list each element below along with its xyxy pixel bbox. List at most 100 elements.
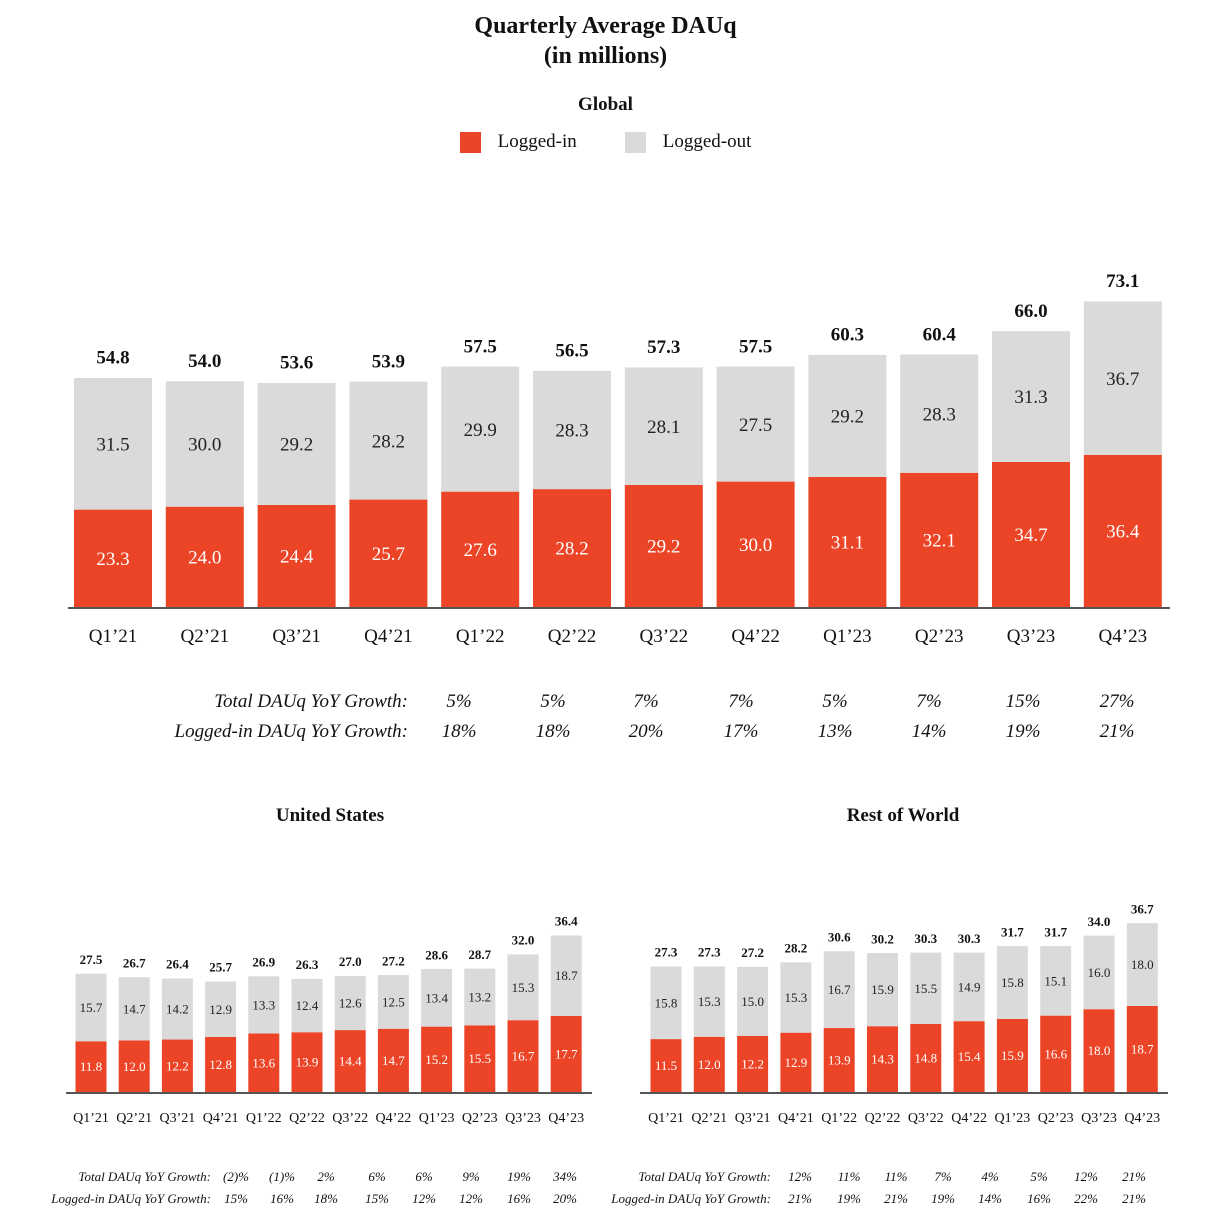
- row-panel-title: Rest of World: [846, 805, 960, 826]
- chart-title: Quarterly Average DAUq: [474, 13, 737, 39]
- total-label-q1-22: 26.9: [252, 955, 275, 970]
- data-label-logged-out-q4-22: 27.5: [739, 415, 772, 436]
- bar-logged-out-q3-22: [910, 952, 942, 1024]
- bar-logged-out-q4-22: [377, 975, 409, 1029]
- data-label-logged-in-q1-21: 11.8: [80, 1059, 102, 1074]
- x-tick-label-q3-21: Q3’21: [160, 1111, 196, 1126]
- data-label-logged-out-q2-22: 12.4: [296, 998, 319, 1013]
- data-label-logged-out-q2-23: 28.3: [923, 404, 956, 425]
- total-label-q2-22: 56.5: [555, 341, 588, 362]
- data-label-logged-in-q3-21: 12.2: [166, 1058, 189, 1073]
- total-label-q1-21: 27.3: [655, 945, 678, 960]
- total-label-q4-21: 25.7: [209, 960, 232, 975]
- total-label-q4-21: 53.9: [372, 351, 405, 372]
- total-label-q1-23: 31.7: [1001, 924, 1024, 939]
- data-label-logged-out-q4-22: 14.9: [958, 979, 981, 994]
- total-label-q1-23: 28.6: [425, 947, 448, 962]
- legend-item-logged-in: Logged-in: [459, 131, 577, 153]
- bar-logged-out-q3-22: [624, 367, 703, 485]
- bar-logged-in-q4-22: [716, 481, 795, 607]
- bar-logged-out-q3-21: [257, 382, 336, 506]
- bar-logged-out-q1-21: [650, 966, 682, 1040]
- bar-logged-out-q2-23: [464, 968, 496, 1026]
- x-tick-label-q4-21: Q4’21: [203, 1111, 239, 1126]
- logged-out-swatch: [624, 131, 646, 153]
- bar-logged-out-q4-23: [1126, 923, 1158, 1006]
- data-label-logged-out-q2-21: 14.7: [123, 1001, 146, 1016]
- data-label-logged-in-q3-22: 14.4: [339, 1054, 362, 1069]
- total-label-q3-22: 57.3: [647, 337, 680, 358]
- data-label-logged-in-q2-23: 16.6: [1044, 1046, 1067, 1061]
- bar-logged-in-q1-21: [75, 1041, 107, 1092]
- data-label-logged-in-q1-22: 27.6: [464, 540, 497, 561]
- data-label-logged-out-q1-21: 31.5: [96, 434, 129, 455]
- x-tick-label-q3-23: Q3’23: [505, 1111, 541, 1126]
- data-label-logged-in-q3-22: 29.2: [647, 537, 680, 558]
- bar-logged-in-q1-22: [248, 1033, 280, 1092]
- data-label-logged-out-q2-22: 28.3: [555, 421, 588, 442]
- bar-logged-in-q2-21: [693, 1036, 725, 1092]
- bar-logged-in-q2-22: [533, 489, 611, 607]
- data-label-logged-in-q4-23: 17.7: [555, 1046, 578, 1061]
- x-tick-label-q4-22: Q4’22: [731, 626, 780, 647]
- bar-logged-out-q1-21: [75, 973, 107, 1042]
- data-label-logged-out-q1-23: 13.4: [425, 990, 448, 1005]
- data-label-logged-out-q2-22: 15.9: [871, 982, 894, 997]
- data-label-logged-in-q4-23: 18.7: [1131, 1042, 1154, 1057]
- bar-logged-in-q3-21: [161, 1039, 193, 1092]
- bar-logged-out-q3-21: [737, 966, 769, 1036]
- data-label-logged-out-q3-23: 31.3: [1014, 387, 1047, 408]
- legend-label-logged-out: Logged-out: [662, 131, 752, 152]
- data-label-logged-in-q2-21: 12.0: [698, 1057, 721, 1072]
- data-label-logged-in-q1-23: 15.9: [1001, 1048, 1024, 1063]
- x-tick-label-q3-22: Q3’22: [640, 626, 689, 647]
- total-label-q2-21: 54.0: [188, 351, 221, 372]
- data-label-logged-out-q4-21: 15.3: [785, 990, 808, 1005]
- bar-logged-in-q3-21: [737, 1035, 769, 1092]
- data-label-logged-in-q1-23: 31.1: [831, 533, 864, 554]
- legend-label-logged-in: Logged-in: [497, 131, 577, 152]
- global-stacked-bar-chart: 23.3 31.5 54.8 Q1’21 24.0 30.0 54.0 Q2’21 24.4 29…: [68, 271, 1170, 647]
- total-label-q3-21: 27.2: [741, 945, 764, 960]
- data-label-logged-in-q1-22: 13.9: [828, 1053, 851, 1068]
- data-label-logged-out-q3-21: 14.2: [166, 1002, 189, 1017]
- bar-logged-out-q2-22: [291, 978, 323, 1033]
- data-label-logged-out-q3-23: 15.3: [512, 980, 535, 995]
- bar-logged-out-q2-22: [867, 953, 898, 1027]
- x-tick-label-q3-23: Q3’23: [1007, 626, 1056, 647]
- bar-logged-out-q4-21: [349, 381, 428, 500]
- x-tick-label-q2-22: Q2’22: [548, 626, 597, 647]
- bar-logged-in-q4-21: [349, 499, 428, 607]
- bar-logged-out-q1-23: [808, 354, 887, 478]
- data-label-logged-out-q4-21: 12.9: [209, 1002, 232, 1017]
- data-label-logged-out-q1-21: 15.7: [80, 1000, 103, 1015]
- data-label-logged-in-q2-23: 32.1: [923, 531, 956, 552]
- bar-logged-in-q1-23: [808, 477, 887, 607]
- data-label-logged-out-q1-22: 29.9: [464, 420, 497, 441]
- bar-logged-out-q2-21: [693, 966, 725, 1037]
- bar-logged-in-q4-21: [205, 1036, 237, 1092]
- bar-logged-in-q2-23: [900, 472, 979, 607]
- bar-logged-in-q2-22: [867, 1026, 898, 1092]
- bar-logged-in-q2-21: [118, 1040, 150, 1092]
- x-tick-label-q3-21: Q3’21: [735, 1111, 771, 1126]
- x-tick-label-q4-22: Q4’22: [376, 1111, 412, 1126]
- data-label-logged-out-q3-21: 29.2: [280, 435, 313, 456]
- total-label-q2-22: 30.2: [871, 931, 894, 946]
- bar-logged-out-q3-21: [161, 978, 193, 1040]
- total-label-q1-21: 27.5: [80, 952, 103, 967]
- bar-logged-out-q3-22: [334, 975, 366, 1031]
- total-label-q1-23: 60.3: [831, 325, 864, 346]
- total-label-q1-21: 54.8: [96, 348, 129, 369]
- x-tick-label-q1-23: Q1’23: [823, 626, 872, 647]
- data-label-logged-in-q4-21: 12.9: [785, 1055, 808, 1070]
- data-label-logged-in-q4-22: 14.7: [382, 1053, 405, 1068]
- data-label-logged-out-q1-23: 15.8: [1001, 975, 1024, 990]
- bar-logged-out-q4-21: [205, 981, 237, 1037]
- bar-logged-in-q1-23: [996, 1018, 1028, 1092]
- x-tick-label-q4-23: Q4’23: [548, 1111, 584, 1126]
- x-tick-label-q2-23: Q2’23: [915, 626, 964, 647]
- data-label-logged-in-q2-23: 15.5: [468, 1051, 491, 1066]
- data-label-logged-out-q3-23: 16.0: [1088, 965, 1111, 980]
